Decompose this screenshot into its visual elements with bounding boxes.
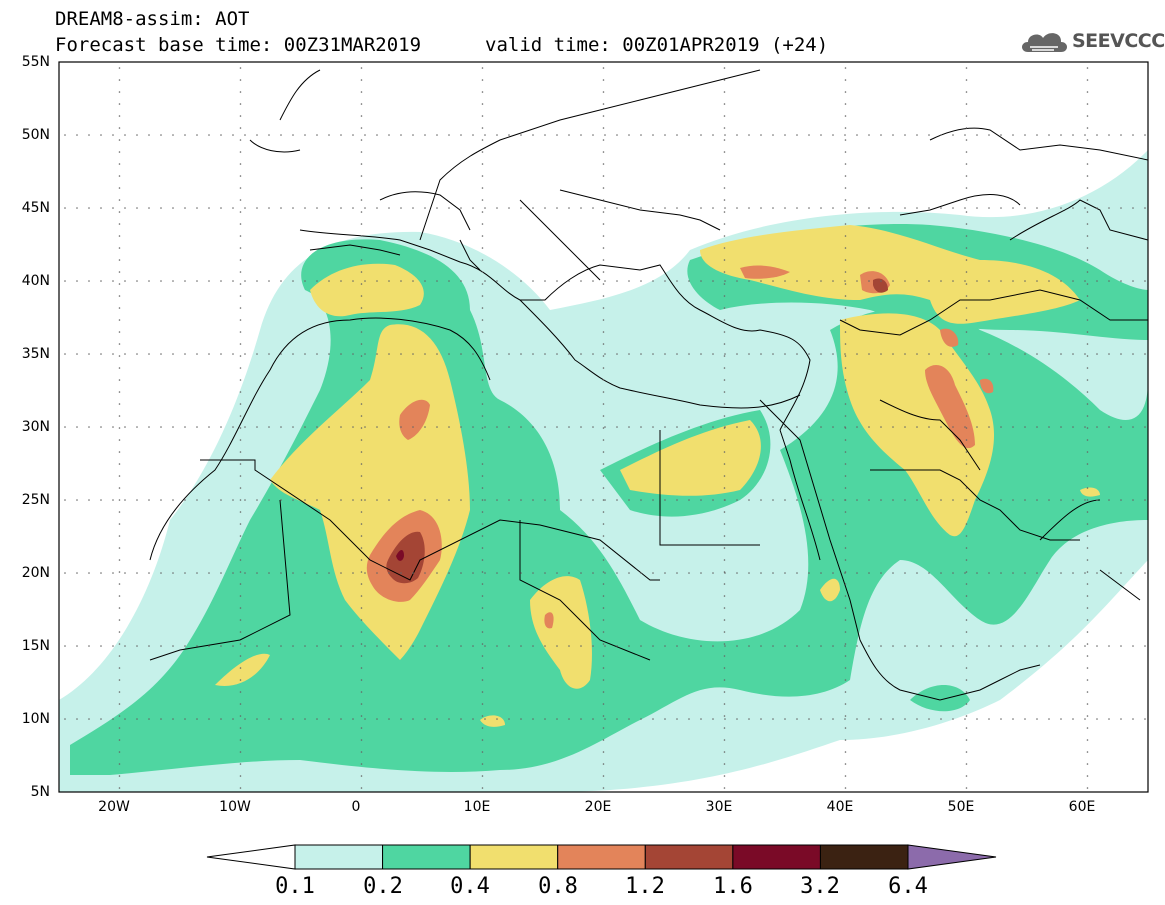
- lat-label-15n: 15N: [22, 638, 50, 654]
- lon-label-40e: 40E: [827, 799, 854, 815]
- longitude-labels: 20W 10W 0 10E 20E 30E 40E 50E 60E: [98, 799, 1095, 815]
- lon-label-20e: 20E: [585, 799, 612, 815]
- forecast-times: Forecast base time: 00Z31MAR2019 valid ti…: [55, 34, 828, 56]
- lon-label-20w: 20W: [98, 799, 130, 815]
- lat-label-50n: 50N: [22, 127, 50, 143]
- aot-level-1.6: [396, 550, 404, 561]
- lat-label-5n: 5N: [31, 784, 50, 800]
- logo-text: SEEVCCC: [1072, 30, 1165, 52]
- lat-label-40n: 40N: [22, 273, 50, 289]
- map-title: DREAM8-assim: AOT: [55, 8, 250, 30]
- lat-label-20n: 20N: [22, 565, 50, 581]
- lon-label-10e: 10E: [464, 799, 491, 815]
- map-frame: [58, 61, 1149, 793]
- lat-label-55n: 55N: [22, 54, 50, 70]
- lat-label-10n: 10N: [22, 711, 50, 727]
- coastlines-borders: [149, 69, 1148, 701]
- lon-label-50e: 50E: [948, 799, 975, 815]
- lat-label-45n: 45N: [22, 200, 50, 216]
- cloud-icon: [1022, 33, 1067, 52]
- lat-label-30n: 30N: [22, 419, 50, 435]
- lon-label-0: 0: [352, 799, 361, 815]
- lon-label-10w: 10W: [219, 799, 251, 815]
- lon-label-30e: 30E: [706, 799, 733, 815]
- graticule: [64, 67, 1146, 789]
- lat-label-25n: 25N: [22, 492, 50, 508]
- lon-label-60e: 60E: [1069, 799, 1096, 815]
- base-time: Forecast base time: 00Z31MAR2019: [55, 34, 422, 56]
- lat-label-35n: 35N: [22, 346, 50, 362]
- seevccc-logo: SEEVCCC: [1018, 24, 1165, 60]
- latitude-labels: 55N 50N 45N 40N 35N 30N 25N 20N 15N 10N …: [22, 54, 50, 800]
- valid-time: valid time: 00Z01APR2019 (+24): [485, 34, 829, 56]
